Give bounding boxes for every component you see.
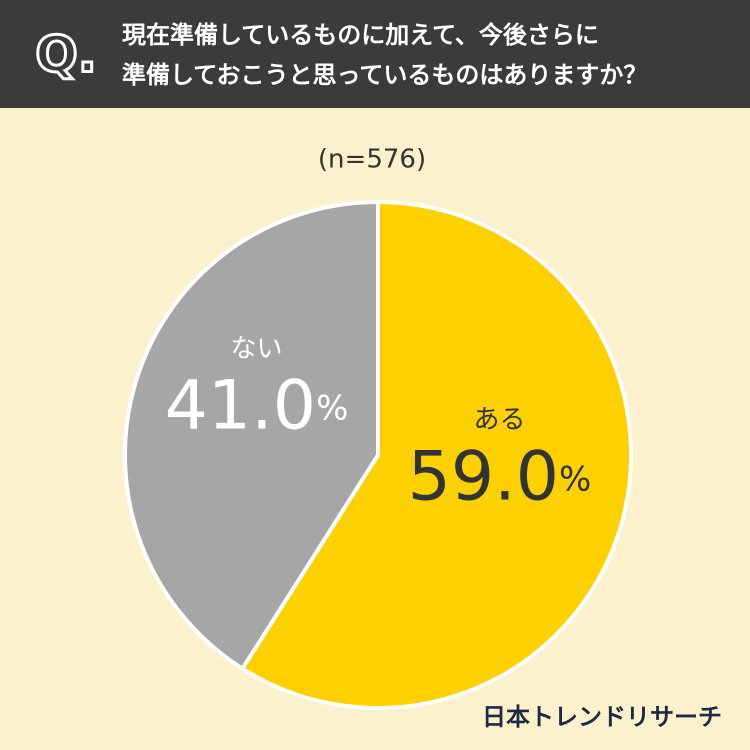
value-label: 59.0% (408, 437, 592, 516)
pie-slice (240, 200, 633, 710)
chart-title: 準備しておこうと思っているものはありますか？ (122, 61, 647, 89)
category-label: ある (473, 405, 525, 435)
category-label: ない (231, 334, 283, 364)
pie-slice (123, 200, 380, 671)
chart-subtitle: (n=576) (318, 145, 426, 175)
header-bar (0, 0, 750, 108)
value-label: 41.0% (165, 366, 349, 445)
source-logo: 日本トレンドリサーチ (482, 703, 722, 731)
question-icon: Q. (35, 26, 97, 84)
chart-title: 現在準備しているものに加えて、今後さらに (122, 21, 599, 49)
